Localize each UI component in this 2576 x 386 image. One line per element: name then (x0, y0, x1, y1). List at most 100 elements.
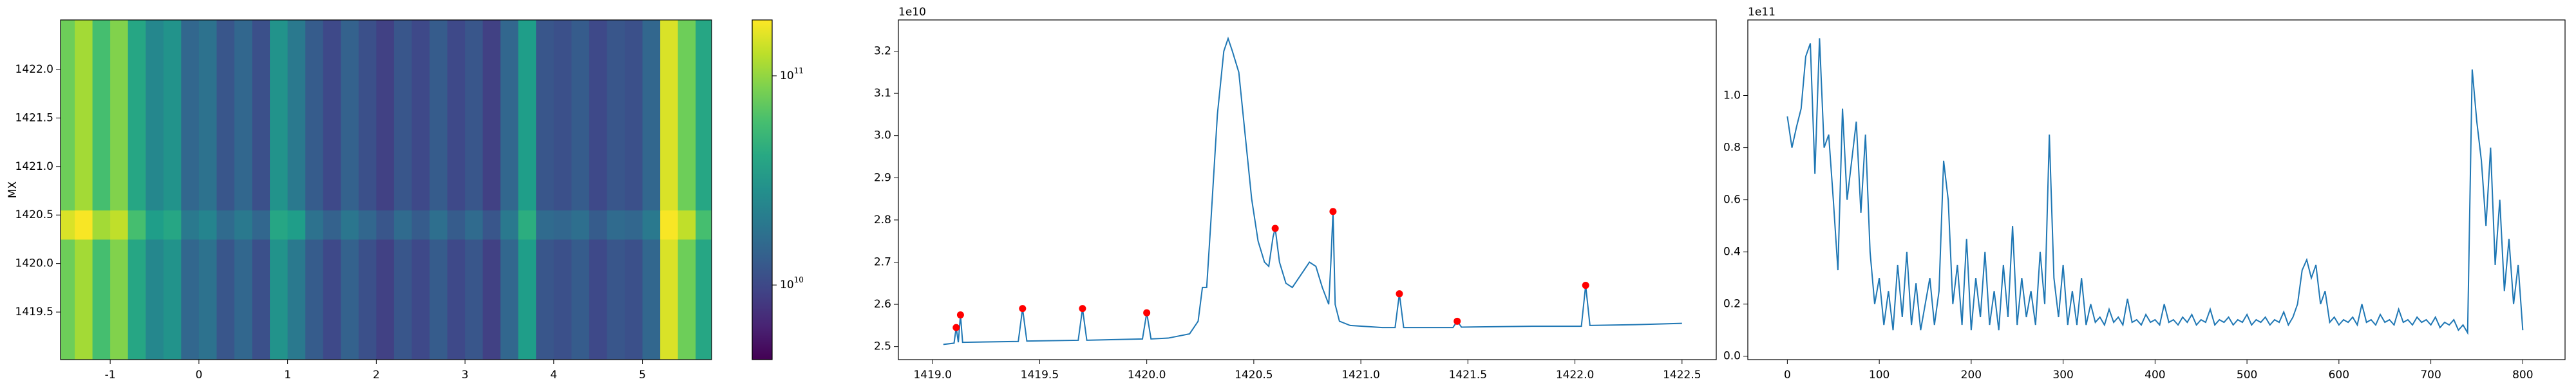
heatmap-cell (412, 239, 430, 360)
heatmap-cell (660, 20, 679, 211)
heatmap-cell (518, 20, 536, 211)
x-tick-label: 1419.0 (913, 369, 951, 381)
y-tick-label: 0.6 (1723, 194, 1741, 207)
heatmap-cell (660, 210, 679, 240)
heatmap-cell (234, 20, 253, 211)
heatmap-cell (376, 210, 395, 240)
peak-marker (1143, 309, 1151, 317)
heatmap-cell (270, 20, 289, 211)
heatmap-cell (181, 20, 200, 211)
heatmap-cell (482, 239, 501, 360)
heatmap-cell (465, 20, 484, 211)
heatmap-cell (61, 239, 75, 360)
heatmap-cell (500, 20, 519, 211)
y-tick-label: 3.2 (874, 45, 891, 58)
heatmap-cell (92, 239, 111, 360)
heatmap-cell (607, 20, 625, 211)
heatmap-cell (642, 239, 661, 360)
x-tick-label: 400 (2145, 369, 2165, 381)
heatmap-cell (376, 20, 395, 211)
x-tick-label: 2 (373, 369, 380, 381)
heatmap-cell (465, 210, 484, 240)
y-tick-label: 0.0 (1723, 350, 1741, 363)
x-tick-label: 1421.0 (1341, 369, 1379, 381)
heatmap-cell (146, 20, 164, 211)
heatmap-cell (61, 210, 75, 240)
heatmap-cell (358, 210, 377, 240)
peak-marker (956, 311, 964, 318)
heatmap-cell (553, 239, 572, 360)
heatmap-cell (447, 20, 466, 211)
x-tick-label: 1420.5 (1235, 369, 1273, 381)
heatmap-cell (216, 210, 235, 240)
heatmap-cell (75, 20, 93, 211)
heatmap-cell (536, 239, 554, 360)
heatmap-cell (128, 239, 146, 360)
heatmap-cell (198, 210, 217, 240)
heatmap-cell (571, 210, 590, 240)
heatmap-cell (110, 20, 129, 211)
heatmap-cell (625, 20, 643, 211)
tick-exponent: 11 (794, 66, 804, 75)
heatmap-cell (181, 239, 200, 360)
y-tick-label: 3.0 (874, 129, 891, 142)
axes-frame (898, 19, 1717, 360)
heatmap-cell (341, 239, 359, 360)
heatmap-cell (61, 20, 75, 211)
x-tick-label: 0 (1784, 369, 1791, 381)
heatmap-cell (677, 210, 696, 240)
heatmap-cell (393, 239, 412, 360)
heatmap-cell (305, 210, 324, 240)
heatmap-cell (607, 210, 625, 240)
heatmap-cell (270, 239, 289, 360)
heatmap-cell (305, 20, 324, 211)
heatmap-cell (553, 210, 572, 240)
heatmap-cell (341, 210, 359, 240)
heatmap-cell (696, 239, 712, 360)
heatmap-cell (393, 20, 412, 211)
y-tick-label: 1.0 (1723, 89, 1741, 102)
heatmap-cell (429, 210, 448, 240)
heatmap-cell (412, 210, 430, 240)
x-tick-label: 1 (284, 369, 291, 381)
heatmap-cell (536, 210, 554, 240)
heatmap-cell (376, 239, 395, 360)
heatmap-cell (607, 239, 625, 360)
heatmap-cell (234, 239, 253, 360)
x-tick-label: 100 (1869, 369, 1889, 381)
heatmap-cell (146, 210, 164, 240)
y-tick-label: 1419.5 (15, 306, 53, 318)
heatmap-cell (482, 210, 501, 240)
x-tick-label: 300 (2052, 369, 2073, 381)
heatmap-cell (677, 20, 696, 211)
peak-marker (1396, 290, 1403, 298)
heatmap-cell (198, 239, 217, 360)
x-tick-label: 1420.0 (1128, 369, 1166, 381)
heatmap-cell (482, 20, 501, 211)
peak-marker (952, 324, 960, 331)
heatmap-cell (198, 20, 217, 211)
peak-marker (1019, 305, 1027, 313)
offset-text: 1e11 (1748, 6, 1776, 19)
heatmap-cell (92, 20, 111, 211)
heatmap-cell (75, 239, 93, 360)
y-tick-label: 2.6 (874, 298, 891, 311)
heatmap-cell (181, 210, 200, 240)
heatmap-cell (92, 210, 111, 240)
heatmap-cell (412, 20, 430, 211)
heatmap-cell (323, 20, 341, 211)
heatmap-cell (270, 210, 289, 240)
heatmap-cell (553, 20, 572, 211)
heatmap-cell (518, 210, 536, 240)
heatmap-cell (287, 210, 306, 240)
x-tick-label: 1419.5 (1021, 369, 1059, 381)
x-tick-label: 700 (2420, 369, 2441, 381)
heatmap-cell (429, 239, 448, 360)
heatmap-cell (110, 239, 129, 360)
heatmap-cell (323, 239, 341, 360)
y-tick-label: 0.4 (1723, 246, 1741, 259)
heatmap-cell (696, 210, 712, 240)
peak-marker (1329, 208, 1337, 216)
heatmap-cell (128, 210, 146, 240)
heatmap-cell (146, 239, 164, 360)
